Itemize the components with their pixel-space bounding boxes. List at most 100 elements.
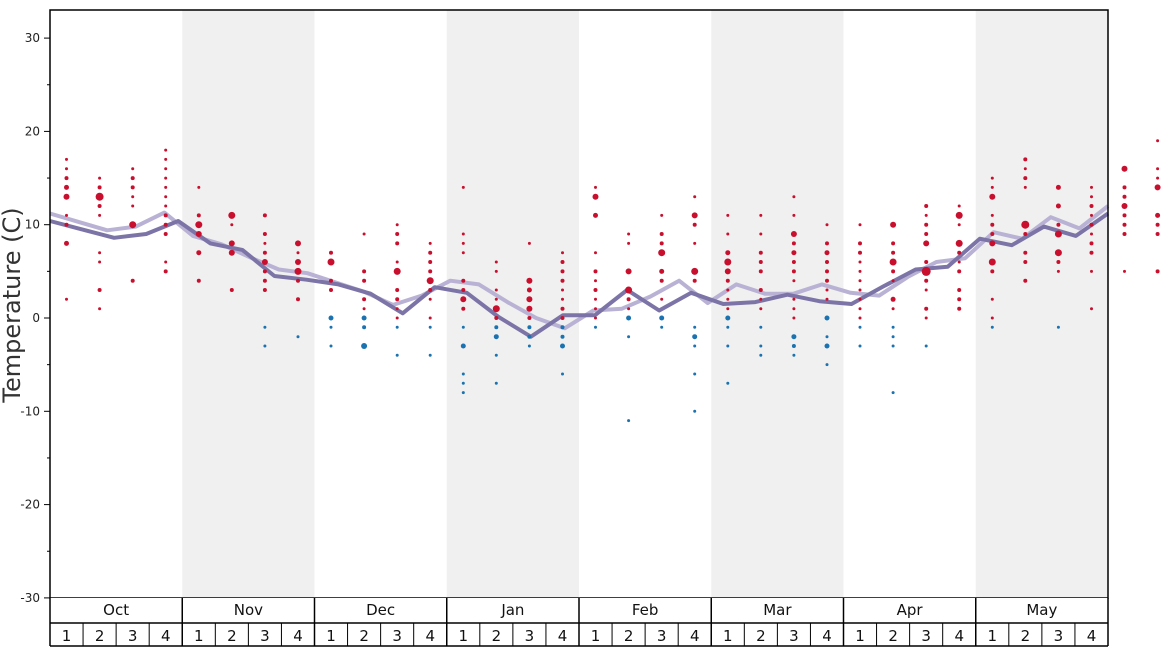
temperature-dot [195,221,203,229]
observation-dots [63,139,1161,423]
temperature-dot [1121,165,1128,172]
temperature-dot [1056,325,1060,329]
temperature-dot [1123,269,1126,273]
week-label: 2 [95,627,105,645]
y-tick-label: -10 [20,404,40,418]
temperature-dot [759,297,763,301]
temperature-dot [1054,249,1062,257]
temperature-dot [129,221,137,229]
week-label: 2 [1021,627,1031,645]
temperature-dot [560,343,565,349]
temperature-dot [1055,184,1061,190]
week-label: 3 [128,627,138,645]
temperature-dot [626,297,631,302]
week-label: 4 [293,627,303,645]
temperature-dot [229,288,234,292]
month-label-dec: Dec [366,601,395,619]
temperature-dot [988,258,996,266]
month-bands [182,10,1108,598]
temperature-dot [792,213,796,217]
temperature-dot [526,305,533,312]
week-label: 3 [525,627,535,645]
temperature-dot [262,269,267,274]
week-label: 1 [988,627,998,645]
temperature-dot [98,307,102,311]
temperature-dot [726,307,730,311]
month-band-may [975,10,1108,598]
temperature-dot [494,325,499,330]
temperature-dot [625,286,633,294]
temperature-dot [924,316,928,320]
temperature-dot [362,269,367,274]
temperature-dot [924,278,929,283]
temperature-dot [693,372,697,376]
temperature-dot [1089,222,1094,227]
temperature-dot [957,204,961,208]
temperature-dot [890,296,896,302]
temperature-dot [1090,232,1093,236]
temperature-dot [428,297,432,301]
temperature-dot [858,250,862,255]
temperature-dot [891,325,895,329]
temperature-dot [594,251,597,255]
temperature-dot [95,192,104,201]
y-axis-title: Temperature (C) [0,207,26,403]
temperature-dot [660,297,664,301]
trend-line-lower [49,211,1110,339]
temperature-dot [461,391,465,395]
temperature-dot [990,176,994,180]
temperature-dot [693,344,697,348]
month-label-may: May [1026,601,1057,619]
temperature-dot [560,325,565,330]
temperature-dot [130,185,135,190]
temperature-dot [726,288,730,292]
week-label: 3 [392,627,402,645]
temperature-dot [889,258,897,266]
temperature-dot [1055,203,1061,209]
temperature-dot [758,250,763,255]
temperature-dot [262,278,267,283]
week-label: 4 [425,627,435,645]
temperature-dot [428,260,433,264]
temperature-dot [395,307,399,311]
temperature-dot [494,260,498,264]
temperature-dot [693,195,697,199]
week-label: 1 [62,627,72,645]
temperature-dot [461,241,465,245]
temperature-dot [858,297,862,301]
temperature-dot [1089,204,1094,208]
temperature-dot [494,381,498,385]
temperature-dot [858,279,862,283]
temperature-dot [659,315,665,321]
temperature-dot [625,268,632,275]
temperature-dot [659,278,664,283]
temperature-dot [1056,222,1061,227]
temperature-dot [825,363,829,367]
temperature-dot [891,269,896,274]
temperature-dot [65,213,68,217]
temperature-dot [163,232,168,236]
temperature-dot [990,232,995,236]
temperature-dot [924,222,929,227]
temperature-dot [230,223,234,227]
temperature-dot [1122,194,1127,199]
month-label-oct: Oct [103,601,129,619]
month-label-jan: Jan [500,601,524,619]
temperature-dot [1156,139,1160,143]
temperature-dot [263,344,267,348]
temperature-dot [1023,167,1027,171]
temperature-dot [990,213,994,217]
temperature-dot [891,391,895,395]
week-label: 1 [194,627,204,645]
temperature-dot [494,316,499,320]
temperature-dot [1155,212,1161,218]
temperature-dot [527,334,532,339]
temperature-dot [494,297,498,301]
temperature-dot [561,372,564,376]
week-label: 3 [657,627,667,645]
temperature-dot [196,278,201,283]
week-label: 1 [459,627,469,645]
temperature-dot [594,325,597,329]
temperature-dot [726,213,730,217]
temperature-dot [990,269,995,274]
